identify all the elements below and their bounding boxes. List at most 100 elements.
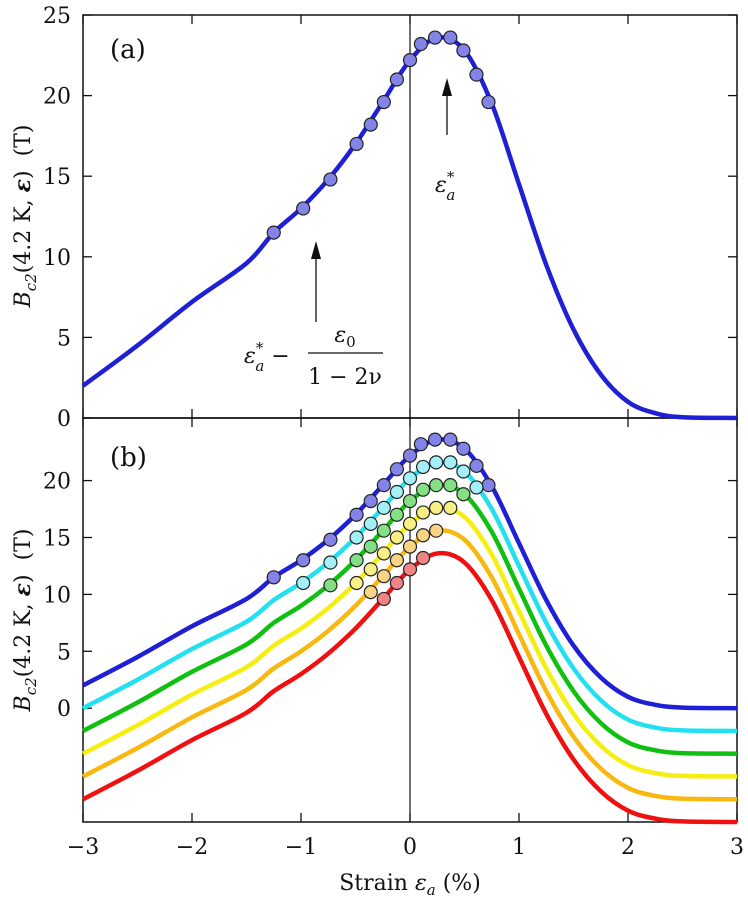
x-tick-label: 0 [403,835,417,860]
marker [349,507,364,522]
marker [469,458,484,473]
marker [402,53,418,68]
marker [429,455,444,470]
marker [349,136,364,152]
y-axis-label: Bc2(4.2 K, ε) (T) [10,125,40,309]
annotation: 1 − 2ν [308,365,382,390]
marker [376,569,391,584]
label-part: (4.2 K, [11,596,36,677]
marker [415,459,431,475]
y-tick-label: 25 [43,4,71,29]
label-part: ) (T) [11,125,36,179]
label-part: a [446,186,455,204]
label-part: c2 [22,273,40,291]
y-tick-label: 0 [57,407,71,432]
marker [323,578,338,593]
annotation: ε* a [435,168,455,204]
marker [296,553,311,568]
marker [376,591,391,607]
y-tick-label: 15 [43,165,71,190]
marker [415,482,431,497]
label-part: ε [10,179,36,192]
y-tick-label: 10 [43,583,71,608]
marker [349,530,364,545]
marker [389,530,405,545]
marker [376,523,391,538]
marker [296,201,311,216]
label-part: (%) [436,871,481,896]
marker [481,478,496,493]
marker [323,555,338,570]
arrow-head [442,78,452,96]
marker [413,437,428,452]
label-part: − [264,344,296,369]
label-part: ε [334,323,346,348]
marker [456,441,471,456]
x-tick-label: −1 [285,835,317,860]
marker [402,539,418,554]
label-part: (4.2 K, [11,192,36,273]
label-part: * [447,168,455,186]
marker [443,30,458,45]
marker [363,516,378,531]
x-tick-label: −3 [67,835,99,860]
marker [402,562,418,577]
label-part: B [11,291,36,308]
marker [296,575,311,591]
marker [363,117,378,132]
marker [456,43,471,58]
marker [402,471,418,486]
panel-label: (b) [110,443,147,473]
x-axis-label: Strain εa (%) [339,871,481,899]
marker [481,94,496,110]
line [81,550,738,825]
marker [427,30,443,45]
marker [402,448,418,463]
x-tick-label: 3 [730,835,744,860]
label-part: 0 [346,333,356,351]
marker [389,507,405,522]
x-tick-label: −2 [176,835,208,860]
marker [415,550,431,566]
marker [443,478,458,493]
marker [266,570,281,585]
x-tick-label: 2 [621,835,635,860]
marker [363,562,378,577]
label-part: B [11,695,36,712]
y-tick-label: 20 [43,85,71,110]
marker [363,585,378,600]
marker [443,432,458,447]
label-part: a [255,357,264,375]
marker [376,478,391,493]
marker [456,464,471,479]
marker [443,455,458,470]
marker [456,487,471,502]
marker [389,462,405,477]
annotation: ε0 [334,323,355,351]
marker [429,500,444,516]
marker [402,516,418,531]
marker [469,67,484,82]
marker [415,505,431,520]
marker [389,575,405,591]
y-tick-label: 20 [43,470,71,495]
marker [266,225,281,240]
marker [389,72,405,87]
marker [323,532,338,547]
annotation: ε* a − [244,339,297,375]
marker [427,432,443,447]
marker [415,528,431,543]
panel-label: (a) [110,35,146,65]
marker [389,484,405,500]
arrow-head [311,241,321,259]
label-part: ε [244,344,256,369]
label-part: * [256,339,264,357]
marker [363,493,378,509]
x-tick-label: 1 [512,835,526,860]
marker [376,500,391,516]
y-tick-label: 0 [57,697,71,722]
label-part: ε [10,583,36,596]
marker [413,36,428,52]
label-part: c2 [22,677,40,695]
